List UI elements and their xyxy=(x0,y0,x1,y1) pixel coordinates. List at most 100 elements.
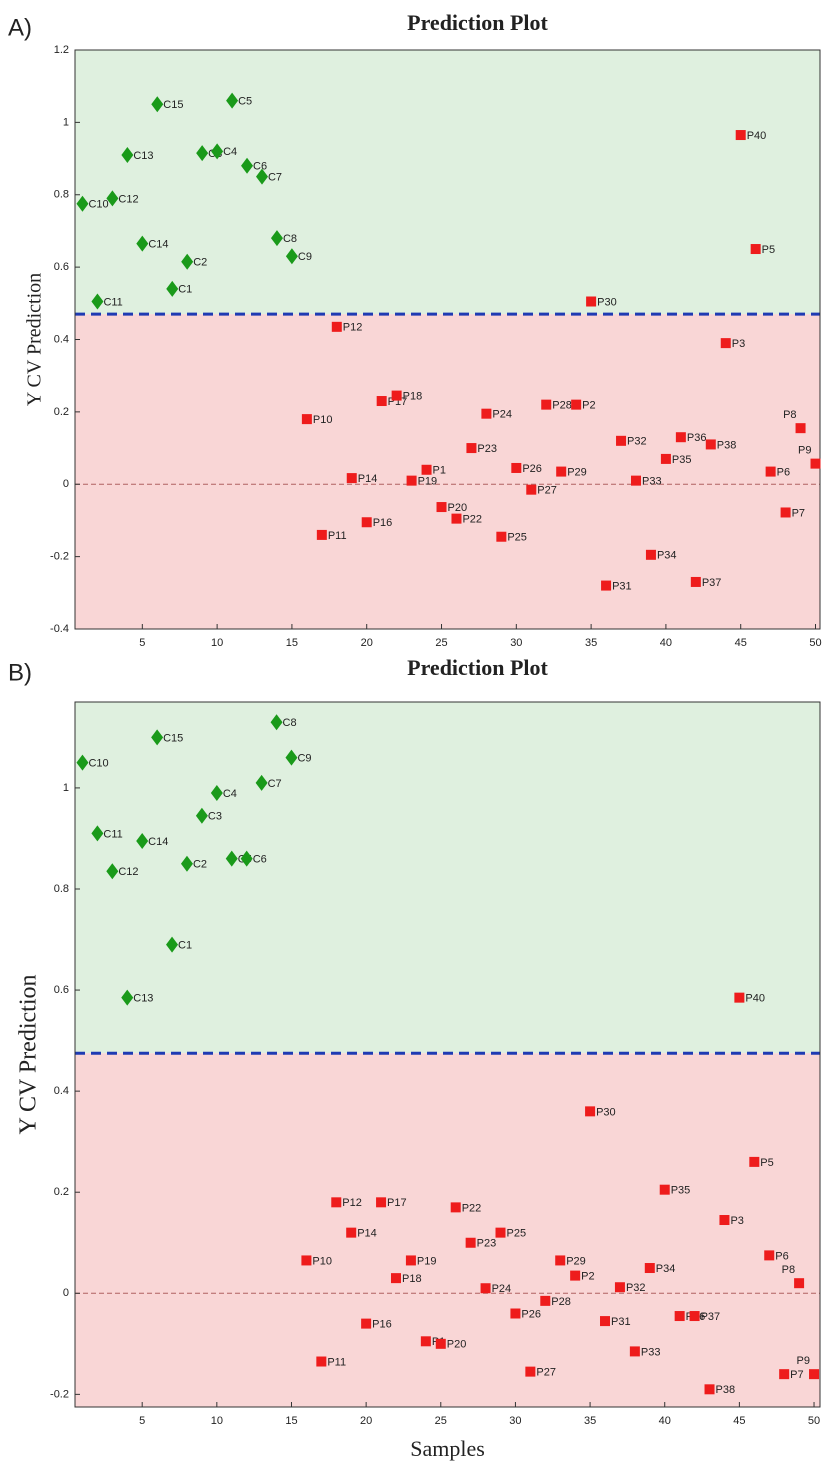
point xyxy=(601,580,612,591)
point-label: P8 xyxy=(782,1264,795,1276)
point-label: C11 xyxy=(103,828,122,840)
point xyxy=(675,432,686,443)
point xyxy=(809,1369,820,1380)
point xyxy=(526,484,537,495)
y-tick-label: -0.2 xyxy=(50,1388,69,1400)
point-label: P32 xyxy=(626,1282,646,1294)
point-label: P3 xyxy=(732,338,745,350)
point xyxy=(450,1202,461,1213)
point xyxy=(285,248,298,265)
point xyxy=(704,1384,715,1395)
point-label: C13 xyxy=(133,150,153,162)
point-label: P20 xyxy=(448,502,468,514)
point xyxy=(541,399,552,410)
point-label: C1 xyxy=(178,284,192,296)
point-label: P11 xyxy=(328,530,347,542)
point xyxy=(166,280,179,297)
point xyxy=(405,1255,416,1266)
point-label: P35 xyxy=(671,1185,691,1197)
point-label: C13 xyxy=(133,993,153,1005)
point-label: C9 xyxy=(298,251,312,263)
point xyxy=(136,832,149,849)
y-tick-label: 0.4 xyxy=(54,1085,69,1097)
point xyxy=(91,293,104,310)
point-label: P9 xyxy=(798,445,811,457)
point xyxy=(121,989,134,1006)
point xyxy=(496,531,507,542)
point-label: P27 xyxy=(537,485,557,497)
panel-label: A) xyxy=(8,14,32,41)
point-label: P40 xyxy=(745,993,765,1005)
point-label: P38 xyxy=(716,1384,736,1396)
point xyxy=(331,321,342,332)
point-label: P40 xyxy=(747,130,767,142)
point xyxy=(719,1215,730,1226)
point xyxy=(270,230,283,247)
point-label: P9 xyxy=(797,1355,810,1367)
point-label: P38 xyxy=(717,439,737,451)
point xyxy=(735,130,746,141)
point xyxy=(316,1356,327,1367)
x-tick-label: 5 xyxy=(139,637,145,649)
y-tick-label: 0.6 xyxy=(54,261,69,273)
point-label: P10 xyxy=(312,1255,332,1267)
point-label: C6 xyxy=(253,854,267,866)
point xyxy=(779,1369,790,1380)
point xyxy=(556,466,567,477)
point xyxy=(346,473,357,484)
point xyxy=(391,390,402,401)
point-label: P25 xyxy=(507,1228,527,1240)
point-label: P16 xyxy=(372,1319,392,1331)
point xyxy=(705,439,716,450)
point-label: C14 xyxy=(148,836,168,848)
point-label: P37 xyxy=(702,577,722,589)
chart-title: Prediction Plot xyxy=(407,10,548,35)
point-label: C1 xyxy=(178,939,192,951)
point xyxy=(361,1318,372,1329)
point xyxy=(420,1336,431,1347)
point-label: C12 xyxy=(118,866,138,878)
region-below xyxy=(75,1053,820,1407)
point xyxy=(106,190,119,207)
x-axis-label: Samples xyxy=(410,1436,485,1461)
point-label: P23 xyxy=(477,443,497,455)
x-tick-label: 40 xyxy=(660,637,672,649)
point-label: C2 xyxy=(193,257,207,269)
y-tick-label: 1 xyxy=(63,116,69,128)
point xyxy=(465,1237,476,1248)
point-label: P5 xyxy=(762,244,775,256)
point xyxy=(795,423,806,434)
x-tick-label: 10 xyxy=(211,1415,223,1427)
point xyxy=(660,453,671,464)
point-label: C6 xyxy=(253,161,267,173)
point-label: P29 xyxy=(566,1255,586,1267)
point xyxy=(586,296,597,307)
point-label: P26 xyxy=(522,463,542,475)
point xyxy=(435,1338,446,1349)
point xyxy=(585,1106,596,1117)
point-label: P1 xyxy=(433,465,446,477)
point-label: C4 xyxy=(223,788,237,800)
y-tick-label: 1 xyxy=(63,782,69,794)
point xyxy=(734,992,745,1003)
y-tick-label: -0.2 xyxy=(50,551,69,563)
point xyxy=(301,1255,312,1266)
point-label: C7 xyxy=(268,778,282,790)
x-tick-label: 25 xyxy=(435,1415,447,1427)
x-tick-label: 45 xyxy=(733,1415,745,1427)
point xyxy=(390,1273,401,1284)
point xyxy=(451,513,462,524)
point xyxy=(690,576,701,587)
point-label: C2 xyxy=(193,859,207,871)
point xyxy=(121,146,134,163)
point xyxy=(750,244,761,255)
point-label: P7 xyxy=(792,507,805,519)
point-label: P2 xyxy=(581,1271,594,1283)
x-tick-label: 20 xyxy=(360,1415,372,1427)
point-label: P18 xyxy=(403,390,423,402)
point-label: P12 xyxy=(342,1197,362,1209)
x-tick-label: 35 xyxy=(585,637,597,649)
point-label: C15 xyxy=(163,732,183,744)
point xyxy=(689,1311,700,1322)
